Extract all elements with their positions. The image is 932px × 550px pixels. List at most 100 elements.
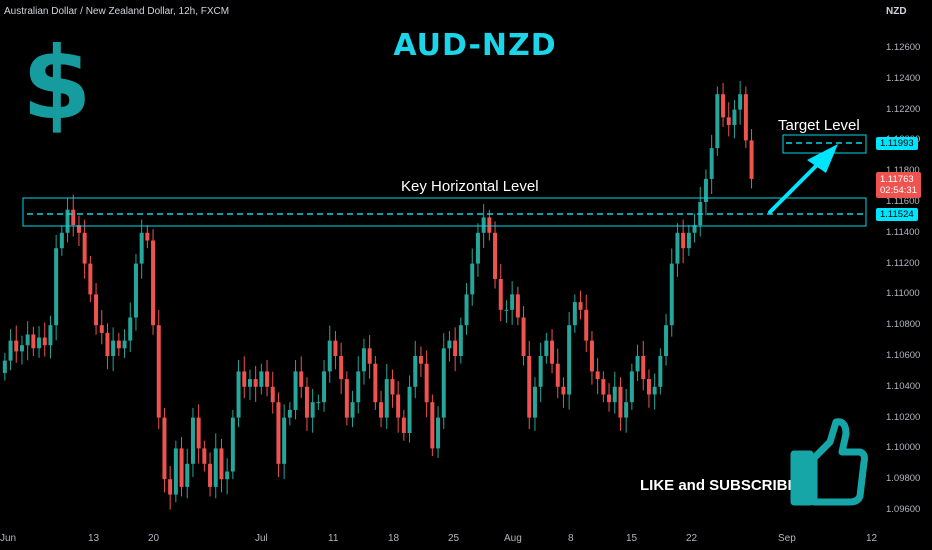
candle-up (413, 356, 418, 387)
candle-down (179, 448, 184, 487)
candle-down (94, 294, 99, 326)
candle-up (732, 109, 737, 125)
candle-down (743, 94, 748, 141)
candle-down (156, 325, 161, 418)
candle-up (25, 334, 30, 346)
candle-up (190, 417, 195, 464)
candle-down (145, 232, 150, 241)
candle-up (464, 294, 469, 326)
candle-down (333, 340, 338, 356)
time-tick-label: Sep (778, 533, 796, 544)
candle-down (339, 356, 344, 380)
candle-down (487, 217, 492, 233)
time-tick-label: 8 (568, 533, 574, 544)
candle-down (379, 402, 384, 418)
candle-down (71, 209, 76, 226)
candle-down (726, 117, 731, 125)
candle-up (470, 263, 475, 295)
current-price-value: 1.11763 (880, 174, 914, 185)
time-tick-label: Aug (504, 533, 522, 544)
candle-down (208, 463, 213, 487)
candle-up (122, 340, 127, 349)
key-level-zone (22, 197, 867, 227)
candle-up (54, 248, 59, 326)
candle-up (310, 402, 315, 418)
candle-up (532, 386, 537, 418)
candle-down (515, 294, 520, 318)
candle-down (31, 334, 36, 349)
candle-up (675, 232, 680, 264)
candle-up (59, 232, 64, 249)
price-tick-label: 1.10200 (886, 411, 921, 423)
candle-up (629, 371, 634, 403)
time-tick-label: Jul (255, 533, 268, 544)
candle-down (168, 479, 173, 495)
countdown-timer: 02:54:31 (880, 185, 917, 196)
price-tick-label: 1.10000 (886, 442, 921, 454)
candle-up (504, 309, 509, 311)
candle-down (270, 386, 275, 403)
price-tick-label: 1.09800 (886, 473, 921, 485)
price-tick-label: 1.12600 (886, 42, 921, 53)
candle-down (304, 386, 309, 418)
candle-down (578, 302, 583, 310)
candle-up (686, 232, 691, 249)
time-tick-label: 20 (148, 533, 160, 544)
price-tick-label: 1.11800 (886, 165, 920, 177)
candle-up (664, 325, 669, 356)
candle-down (202, 448, 207, 464)
candle-up (356, 371, 361, 403)
candle-up (65, 209, 70, 233)
candle-up (111, 340, 116, 356)
candle-down (401, 417, 406, 433)
candle-up (282, 417, 287, 464)
candle-up (48, 325, 53, 346)
candle-up (703, 178, 708, 202)
candle-down (595, 371, 600, 380)
candle-down (396, 394, 401, 418)
candle-down (498, 279, 503, 310)
candle-down (561, 386, 566, 395)
candle-up (128, 317, 133, 341)
time-tick-label: 25 (448, 533, 460, 544)
candle-up (572, 302, 577, 326)
candle-up (658, 356, 663, 387)
candle-up (738, 94, 743, 110)
candle-down (276, 402, 281, 464)
candle-up (133, 263, 138, 318)
candle-down (424, 363, 429, 403)
candle-down (646, 379, 651, 395)
dollar-sign-icon: $ (22, 25, 92, 142)
candle-up (567, 325, 572, 395)
price-tick-label: 1.11000 (886, 288, 920, 300)
candle-up (458, 325, 463, 356)
candle-down (641, 356, 646, 380)
time-tick-label: 22 (686, 533, 698, 544)
price-tick-label: 1.09600 (886, 504, 921, 515)
candle-up (247, 379, 252, 387)
candle-down (265, 371, 270, 387)
candle-up (19, 345, 24, 352)
time-tick-label: 11 (328, 533, 339, 544)
candle-down (527, 356, 532, 418)
candle-up (37, 337, 42, 349)
candle-up (322, 371, 327, 403)
candle-down (521, 317, 526, 356)
price-tick-label: 1.11600 (886, 196, 920, 207)
candle-up (652, 386, 657, 395)
candle-down (607, 394, 612, 403)
candle-down (390, 379, 395, 395)
candle-down (373, 363, 378, 403)
candle-down (105, 332, 110, 356)
candle-up (173, 448, 178, 495)
target-level-label: Target Level (778, 117, 860, 134)
candle-down (721, 94, 726, 118)
candle-down (76, 225, 81, 233)
candle-down (14, 340, 19, 352)
price-axis-currency: NZD (886, 6, 907, 17)
candle-down (601, 379, 606, 395)
price-tick-label: 1.12400 (886, 72, 921, 84)
candle-down (618, 386, 623, 418)
candle-up (635, 356, 640, 372)
